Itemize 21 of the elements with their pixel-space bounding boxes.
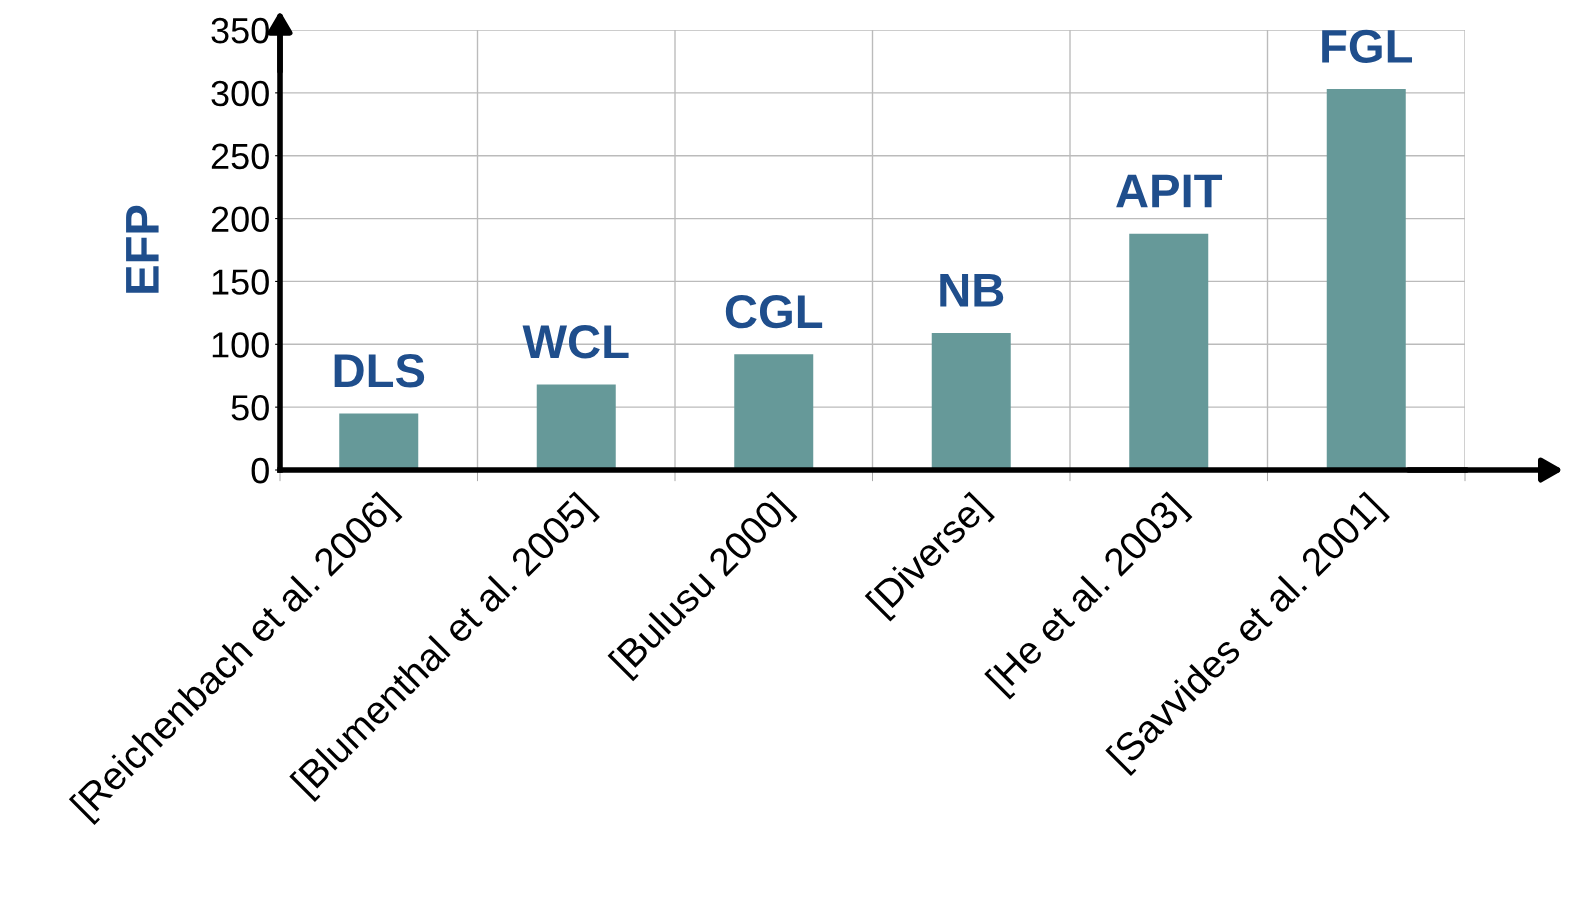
bar (734, 354, 814, 470)
y-tick-label: 100 (212, 332, 269, 358)
bar (1326, 89, 1406, 470)
y-tick-label: 0 (251, 457, 269, 484)
y-axis-title: EFP (126, 205, 159, 293)
annotation: DLS (334, 353, 425, 388)
annotation: CGL (725, 294, 823, 329)
y-tick-label: 250 (211, 143, 269, 170)
bar (931, 332, 1011, 470)
y-tick-label: 150 (212, 269, 269, 295)
y-tick-label: 50 (231, 395, 269, 421)
annotation: WCL (522, 325, 629, 359)
y-tick-label: 350 (211, 17, 269, 44)
bar (339, 413, 419, 470)
y-tick-label: 300 (211, 80, 269, 107)
y-tick-label: 200 (211, 206, 269, 233)
annotation: NB (940, 274, 1004, 307)
annotation: APIT (1116, 174, 1223, 208)
annotation: FGL (1322, 29, 1413, 64)
bar (536, 384, 616, 470)
bar (1129, 233, 1209, 470)
